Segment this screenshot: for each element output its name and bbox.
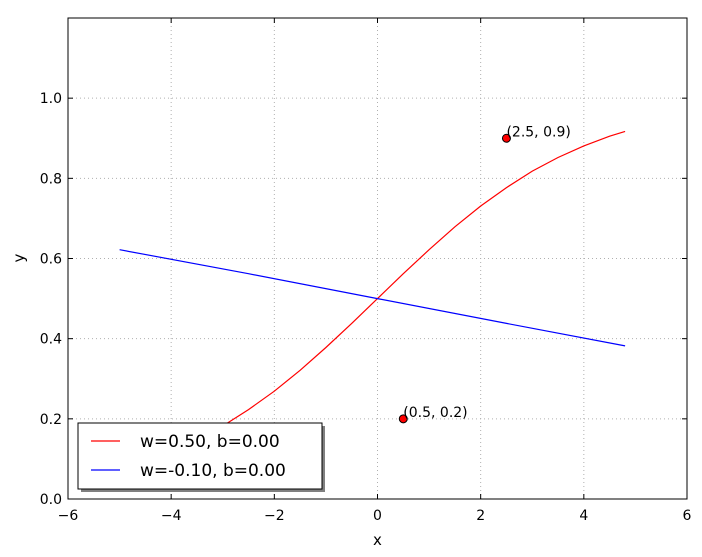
ticks: −6 −4 −2 0 2 4 6 0.0 0.2 0.4 0.6 0.8 1.0: [40, 18, 692, 524]
y-tick-label: 1.0: [40, 91, 62, 107]
point-label-2: (0.5, 0.2): [403, 405, 467, 421]
x-axis-label: x: [373, 531, 382, 549]
series-line-2: [119, 249, 626, 347]
y-tick-label: 0.4: [40, 332, 62, 348]
legend-box: [77, 422, 323, 490]
x-tick-label: −2: [264, 508, 285, 524]
legend: w=0.50, b=0.00 w=-0.10, b=0.00: [77, 422, 325, 492]
points-layer: (2.5, 0.9) (0.5, 0.2): [398, 124, 571, 424]
x-tick-label: 6: [683, 508, 692, 524]
x-tick-label: 2: [476, 508, 485, 524]
y-tick-label: 0.8: [40, 171, 62, 187]
x-tick-label: −4: [161, 508, 182, 524]
y-tick-label: 0.0: [40, 492, 62, 508]
y-axis-label: y: [10, 253, 28, 262]
x-tick-label: −6: [58, 508, 79, 524]
y-tick-label: 0.2: [40, 412, 62, 428]
data-point-1: [501, 133, 511, 143]
x-tick-label: 0: [373, 508, 382, 524]
y-tick-label: 0.6: [40, 252, 62, 268]
grid: [68, 18, 687, 499]
data-point-2: [398, 414, 408, 424]
legend-label-2: w=-0.10, b=0.00: [140, 461, 286, 481]
x-tick-label: 4: [579, 508, 588, 524]
point-label-1: (2.5, 0.9): [506, 124, 570, 140]
legend-label-1: w=0.50, b=0.00: [140, 432, 280, 452]
